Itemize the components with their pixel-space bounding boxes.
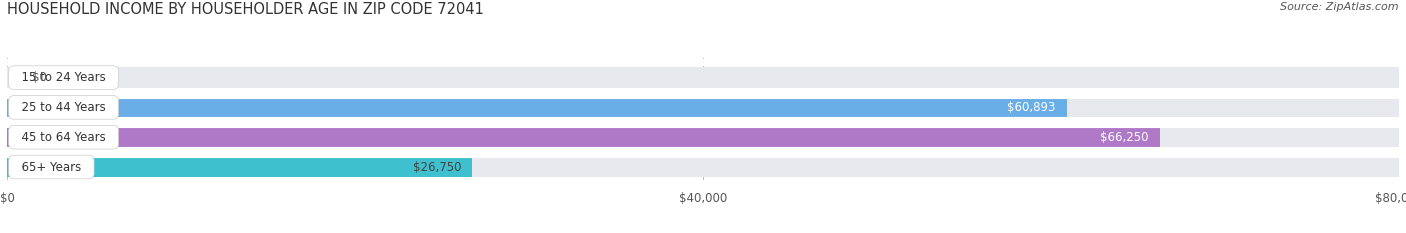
Bar (7, 67, 1399, 88)
Text: $60,893: $60,893 (1007, 101, 1056, 114)
Text: $66,250: $66,250 (1099, 131, 1149, 144)
Bar (7, 97, 1067, 118)
Text: 45 to 64 Years: 45 to 64 Years (14, 131, 114, 144)
Bar (7, 97, 1399, 118)
Text: $26,750: $26,750 (413, 161, 461, 174)
Text: HOUSEHOLD INCOME BY HOUSEHOLDER AGE IN ZIP CODE 72041: HOUSEHOLD INCOME BY HOUSEHOLDER AGE IN Z… (7, 2, 484, 17)
Text: Source: ZipAtlas.com: Source: ZipAtlas.com (1281, 2, 1399, 12)
Bar (7, 157, 1399, 178)
Text: 15 to 24 Years: 15 to 24 Years (14, 71, 114, 84)
Text: 65+ Years: 65+ Years (14, 161, 89, 174)
Text: 25 to 44 Years: 25 to 44 Years (14, 101, 114, 114)
Text: $0: $0 (32, 71, 46, 84)
Bar (7, 127, 1160, 148)
Bar (7, 127, 1399, 148)
Bar (7, 157, 472, 178)
